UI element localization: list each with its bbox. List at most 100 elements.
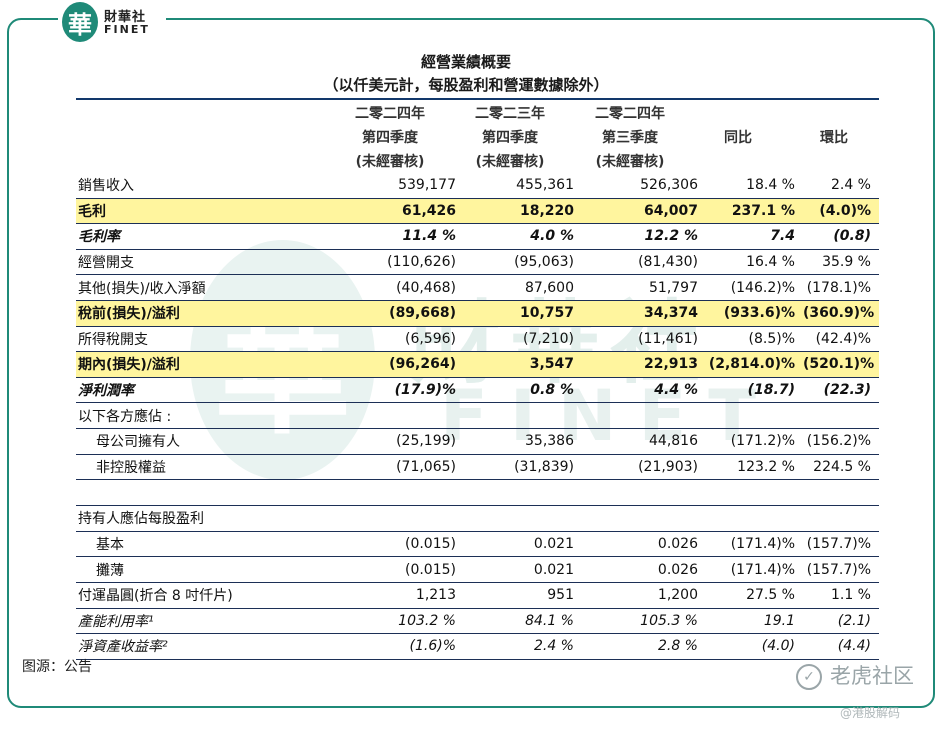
row-label: 持有人應佔每股盈利 <box>76 505 338 532</box>
table-row: 基本 (0.015) 0.021 0.026 (171.4)% (157.7)% <box>76 531 879 558</box>
cell-value: (0.015) <box>338 531 464 558</box>
table-row: 所得稅開支 (6,596) (7,210) (11,461) (8.5)% (42.4)% <box>76 326 879 353</box>
cell-value: 4.0 % <box>464 223 582 250</box>
cell-value <box>338 505 464 532</box>
cell-value: (95,063) <box>464 249 582 276</box>
table-row: 母公司擁有人 (25,199) 35,386 44,816 (171.2)% (156.2… <box>76 428 879 455</box>
row-label: 經營開支 <box>76 249 338 276</box>
cell-value: 10,757 <box>464 300 582 327</box>
table-row: 以下各方應佔 : <box>76 402 879 429</box>
cell-value <box>706 505 803 532</box>
table-row: 淨資產收益率² (1.6)% 2.4 % 2.8 % (4.0) (4.4) <box>76 633 879 660</box>
cell-value: (146.2)% <box>706 274 803 301</box>
column-header-line: (未經審核) <box>355 154 425 170</box>
table-row: 非控股權益 (71,065) (31,839) (21,903) 123.2 % 224.… <box>76 454 879 481</box>
table-row: 期內(損失)/溢利 (96,264) 3,547 22,913 (2,814.0)% (5… <box>76 351 879 378</box>
cell-value: 3,547 <box>464 351 582 378</box>
cell-value <box>464 479 582 507</box>
cell-value: 11.4 % <box>338 223 464 250</box>
cell-value: 224.5 % <box>803 454 879 481</box>
cell-value: (25,199) <box>338 428 464 455</box>
cell-value <box>582 402 706 429</box>
column-header-line <box>774 150 894 174</box>
table-row: 毛利 61,426 18,220 64,007 237.1 % (4.0)% <box>76 198 879 225</box>
column-header-line: 二零二四年 <box>595 106 665 122</box>
table-row: 其他(損失)/收入淨額 (40,468) 87,600 51,797 (146.2)%(… <box>76 274 879 301</box>
cell-value: (21,903) <box>582 454 706 481</box>
cell-value: (17.9)% <box>338 377 464 404</box>
cell-value: (31,839) <box>464 454 582 481</box>
cell-value <box>803 479 879 507</box>
cell-value: (8.5)% <box>706 326 803 353</box>
column-header-3: 二零二四年第三季度 (未經審核) <box>570 102 690 174</box>
cell-value: 12.2 % <box>582 223 706 250</box>
finet-logo: 華 財華社 FINET <box>58 0 166 42</box>
row-label: 稅前(損失)/溢利 <box>76 300 338 327</box>
table-row: 攤薄 (0.015) 0.021 0.026 (171.4)% (157.7)% <box>76 556 879 583</box>
cell-value <box>706 402 803 429</box>
cell-value: 1.1 % <box>803 582 879 609</box>
cell-value: 34,374 <box>582 300 706 327</box>
cell-value: (96,264) <box>338 351 464 378</box>
cell-value: (110,626) <box>338 249 464 276</box>
cell-value: (156.2)% <box>803 428 879 455</box>
column-header-2: 二零二三年 第四季度 (未經審核) <box>450 102 570 174</box>
row-label: 淨利潤率 <box>76 377 338 404</box>
cell-value <box>803 402 879 429</box>
cell-value: 35,386 <box>464 428 582 455</box>
cell-value: (6,596) <box>338 326 464 353</box>
cell-value: (157.7)% <box>803 556 879 583</box>
cell-value: 1,213 <box>338 582 464 609</box>
cell-value: 2.4 % <box>803 173 879 199</box>
column-header-line: 第四季度 <box>482 130 538 146</box>
finet-logo-mark: 華 <box>62 2 98 42</box>
cell-value: (2.1) <box>803 608 879 635</box>
source-note: 图源：公告 <box>22 659 92 675</box>
cell-value: 0.026 <box>582 556 706 583</box>
row-label: 所得稅開支 <box>76 326 338 353</box>
cell-value: 455,361 <box>464 173 582 199</box>
cell-value: (171.2)% <box>706 428 803 455</box>
table-row: 產能利用率¹ 103.2 % 84.1 % 105.3 % 19.1 (2.1) <box>76 608 879 635</box>
cell-value: (81,430) <box>582 249 706 276</box>
cell-value: (0.8) <box>803 223 879 250</box>
column-header-line: 環比 <box>820 130 848 146</box>
finet-logo-en: FINET <box>104 23 150 36</box>
cell-value <box>803 505 879 532</box>
cell-value: 19.1 <box>706 608 803 635</box>
cell-value: 0.026 <box>582 531 706 558</box>
cell-value: (4.0) <box>706 633 803 660</box>
cell-value: (2,814.0)% <box>706 351 803 378</box>
column-header-line: 二零二四年 <box>355 106 425 122</box>
cell-value: (42.4)% <box>803 326 879 353</box>
tiger-community-brand: ✓ 老虎社区 <box>796 660 914 690</box>
cell-value: (360.9)% <box>803 300 879 327</box>
column-header-1: 二零二四年 第四季度 (未經審核) <box>330 102 450 174</box>
row-label: 以下各方應佔 : <box>76 402 338 429</box>
row-label: 非控股權益 <box>76 454 338 481</box>
cell-value: (171.4)% <box>706 531 803 558</box>
table-title: 經營業績概要 <box>420 53 511 71</box>
cell-value <box>338 479 464 507</box>
cell-value: (157.7)% <box>803 531 879 558</box>
table-row: 經營開支 (110,626) (95,063) (81,430) 16.4 % 35.9 … <box>76 249 879 276</box>
row-label: 銷售收入 <box>76 173 338 199</box>
content-frame <box>7 18 935 708</box>
cell-value <box>464 505 582 532</box>
column-header-line: 第三季度 <box>602 130 658 146</box>
cell-value: 237.1 % <box>706 198 803 225</box>
cell-value: 64,007 <box>582 198 706 225</box>
cell-value: 0.021 <box>464 531 582 558</box>
table-row <box>76 479 879 507</box>
column-header-line: (未經審核) <box>595 154 665 170</box>
cell-value: (4.0)% <box>803 198 879 225</box>
cell-value: 35.9 % <box>803 249 879 276</box>
cell-value: 103.2 % <box>338 608 464 635</box>
cell-value: 7.4 <box>706 223 803 250</box>
row-label: 母公司擁有人 <box>76 428 338 455</box>
table-row: 淨利潤率 (17.9)% 0.8 % 4.4 % (18.7) (22.3) <box>76 377 879 404</box>
cell-value: 16.4 % <box>706 249 803 276</box>
cell-value: (18.7) <box>706 377 803 404</box>
row-label: 毛利 <box>76 198 338 225</box>
row-label: 期內(損失)/溢利 <box>76 351 338 378</box>
